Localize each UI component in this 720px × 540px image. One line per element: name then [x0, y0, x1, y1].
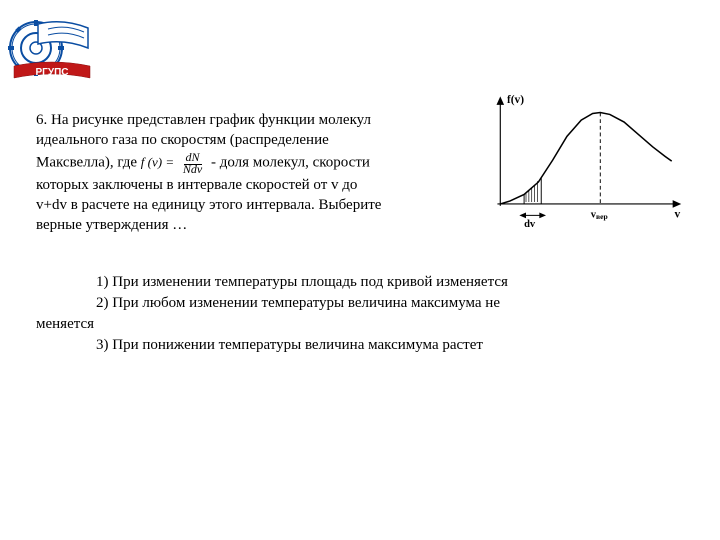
- option-3: 3) При понижении температуры величина ма…: [36, 335, 686, 356]
- formula-fraction: dN Ndv: [181, 151, 204, 175]
- option-1: 1) При изменении температуры площадь под…: [36, 272, 686, 293]
- q-line3b: - доля молекул, скорости: [211, 154, 370, 170]
- dv-label: dv: [524, 219, 536, 230]
- x-axis-label: v: [675, 208, 681, 220]
- svg-text:РГУПС: РГУПС: [36, 67, 69, 78]
- q-line6: верные утверждения …: [36, 217, 187, 233]
- question-row: 6. На рисунке представлен график функции…: [36, 110, 686, 238]
- y-axis-label: f(v): [507, 94, 524, 106]
- university-logo: РГУПС: [8, 8, 96, 86]
- question-text: 6. На рисунке представлен график функции…: [36, 110, 478, 235]
- distribution-curve: [500, 113, 671, 204]
- option-2: 2) При любом изменении температуры велич…: [36, 293, 686, 314]
- maxwell-distribution-chart: f(v) v dv vвер: [486, 88, 686, 238]
- formula-den: Ndv: [181, 162, 204, 176]
- q-line2: идеального газа по скоростям (распределе…: [36, 132, 329, 148]
- q-line3a: Максвелла), где: [36, 154, 141, 170]
- option-2-cont: меняется: [36, 314, 686, 335]
- q-line1: 6. На рисунке представлен график функции…: [36, 112, 371, 128]
- q-line4: которых заключены в интервале скоростей …: [36, 177, 357, 193]
- q-line5: v+dv в расчете на единицу этого интервал…: [36, 197, 381, 213]
- formula-lhs: f (v) =: [141, 154, 174, 169]
- content-area: 6. На рисунке представлен график функции…: [36, 110, 686, 356]
- answer-options: 1) При изменении температуры площадь под…: [36, 272, 686, 356]
- vver-label: vвер: [591, 209, 608, 221]
